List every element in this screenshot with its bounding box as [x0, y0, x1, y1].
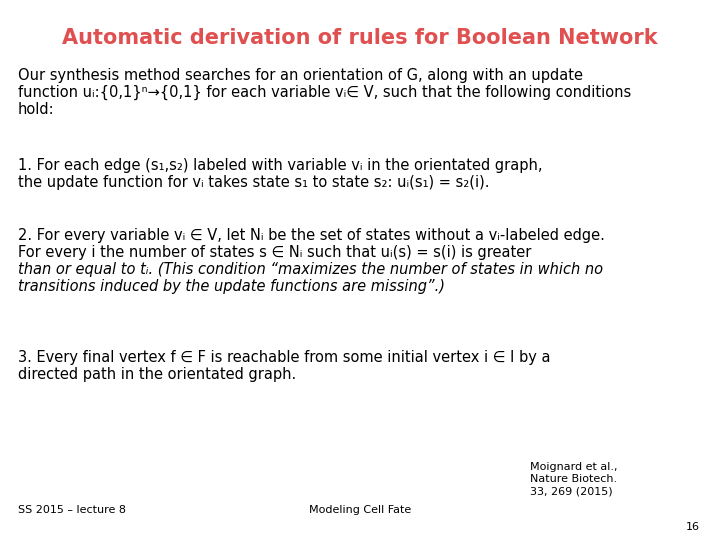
- Text: Automatic derivation of rules for Boolean Network: Automatic derivation of rules for Boolea…: [62, 28, 658, 48]
- Text: 3. Every final vertex f ∈ F is reachable from some initial vertex i ∈ I by a: 3. Every final vertex f ∈ F is reachable…: [18, 350, 551, 365]
- Text: function uᵢ:{0,1}ⁿ→{0,1} for each variable vᵢ∈ V, such that the following condit: function uᵢ:{0,1}ⁿ→{0,1} for each variab…: [18, 85, 631, 100]
- Text: SS 2015 – lecture 8: SS 2015 – lecture 8: [18, 505, 126, 515]
- Text: 33, 269 (2015): 33, 269 (2015): [530, 486, 613, 496]
- Text: than or equal to tᵢ. (This condition “maximizes the number of states in which no: than or equal to tᵢ. (This condition “ma…: [18, 262, 603, 277]
- Text: 16: 16: [686, 522, 700, 532]
- Text: hold:: hold:: [18, 102, 55, 117]
- Text: Nature Biotech.: Nature Biotech.: [530, 474, 617, 484]
- Text: Our synthesis method searches for an orientation of G, along with an update: Our synthesis method searches for an ori…: [18, 68, 583, 83]
- Text: transitions induced by the update functions are missing”.): transitions induced by the update functi…: [18, 279, 445, 294]
- Text: directed path in the orientated graph.: directed path in the orientated graph.: [18, 367, 296, 382]
- Text: For every i the number of states s ∈ Nᵢ such that uᵢ(s) = s(i) is greater: For every i the number of states s ∈ Nᵢ …: [18, 245, 531, 260]
- Text: 1. For each edge (s₁,s₂) labeled with variable vᵢ in the orientated graph,: 1. For each edge (s₁,s₂) labeled with va…: [18, 158, 542, 173]
- Text: Moignard et al.,: Moignard et al.,: [530, 462, 618, 472]
- Text: Modeling Cell Fate: Modeling Cell Fate: [309, 505, 411, 515]
- Text: 2. For every variable vᵢ ∈ V, let Nᵢ be the set of states without a vᵢ-labeled e: 2. For every variable vᵢ ∈ V, let Nᵢ be …: [18, 228, 605, 243]
- Text: the update function for vᵢ takes state s₁ to state s₂: uᵢ(s₁) = s₂(i).: the update function for vᵢ takes state s…: [18, 175, 490, 190]
